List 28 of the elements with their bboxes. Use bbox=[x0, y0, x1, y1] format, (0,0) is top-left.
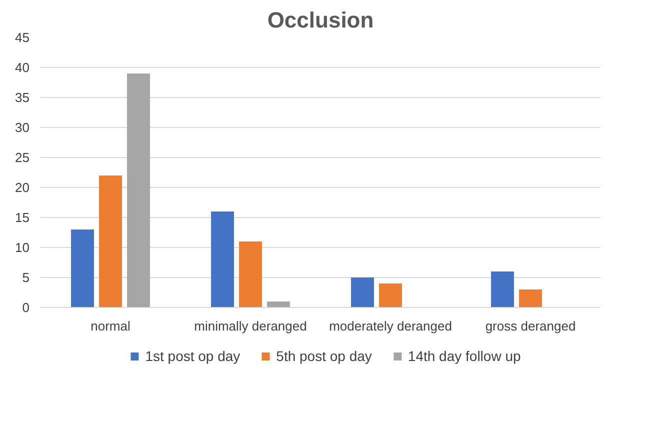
bar bbox=[71, 230, 94, 308]
bar bbox=[211, 212, 234, 308]
bar bbox=[519, 290, 542, 308]
bar bbox=[239, 242, 262, 308]
x-tick-label: moderately deranged bbox=[329, 318, 452, 334]
bar bbox=[267, 302, 290, 308]
x-tick-label: gross deranged bbox=[485, 318, 576, 334]
y-tick-label: 35 bbox=[15, 90, 30, 105]
y-tick-label: 45 bbox=[15, 30, 30, 45]
y-tick-label: 15 bbox=[15, 210, 30, 225]
bar bbox=[351, 278, 374, 308]
legend-label: 1st post op day bbox=[145, 348, 240, 364]
bar bbox=[99, 176, 122, 308]
bar bbox=[379, 284, 402, 308]
y-tick-label: 0 bbox=[22, 300, 30, 315]
x-tick-label: normal bbox=[90, 318, 130, 334]
bar bbox=[491, 272, 514, 308]
chart-title: Occlusion bbox=[267, 8, 374, 32]
y-tick-label: 10 bbox=[15, 240, 30, 255]
x-tick-label: minimally deranged bbox=[194, 318, 307, 334]
y-tick-label: 20 bbox=[15, 180, 30, 195]
bar bbox=[127, 74, 150, 308]
y-tick-label: 5 bbox=[22, 270, 30, 285]
y-tick-label: 30 bbox=[15, 120, 30, 135]
y-tick-label: 25 bbox=[15, 150, 30, 165]
legend-label: 14th day follow up bbox=[408, 348, 521, 364]
legend-label: 5th post op day bbox=[276, 348, 372, 364]
y-tick-label: 40 bbox=[15, 60, 30, 75]
